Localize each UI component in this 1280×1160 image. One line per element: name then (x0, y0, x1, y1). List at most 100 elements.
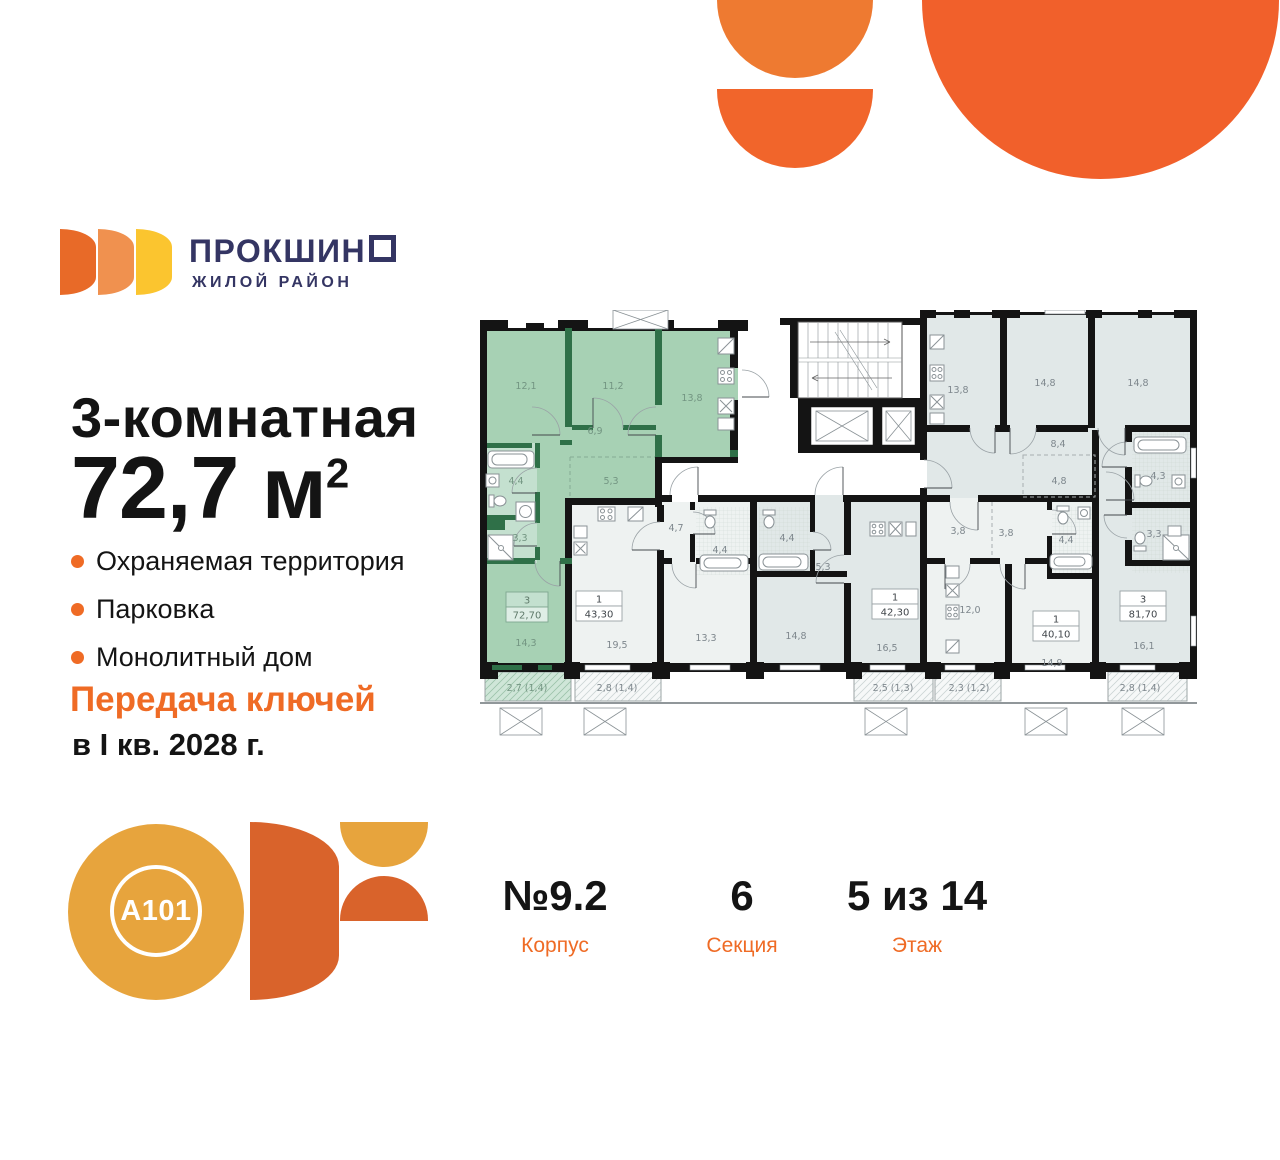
svg-text:3,3: 3,3 (512, 533, 527, 544)
svg-text:14,8: 14,8 (1034, 378, 1055, 389)
building-label: Корпус (521, 934, 589, 957)
svg-text:8,4: 8,4 (1050, 439, 1065, 450)
svg-text:13,8: 13,8 (681, 393, 702, 404)
toilet-icon (1056, 505, 1070, 525)
toilet-icon (1134, 474, 1153, 488)
apartment-rooms: 3 (524, 596, 530, 607)
apartment-area: 72,70 (513, 611, 542, 622)
brand-square-o-icon (369, 235, 397, 262)
kitchen-icons (869, 521, 917, 537)
offer-title: 3-комнатная (71, 386, 419, 449)
bullet-dot-icon (71, 651, 84, 664)
developer-logo-ring: A101 (110, 865, 202, 957)
room-labels: 12,1 11,2 13,8 6,9 5,3 4,4 3,3 14,3 2,7 … (507, 378, 1166, 694)
toilet-icon (1133, 531, 1147, 552)
brand-semicircle-2-icon (98, 229, 134, 295)
svg-text:4,4: 4,4 (779, 533, 794, 544)
building-value: №9.2 (502, 872, 608, 919)
svg-text:3,8: 3,8 (950, 526, 965, 537)
svg-text:2,8 (1,4): 2,8 (1,4) (1120, 683, 1161, 694)
floor-label: Этаж (891, 934, 943, 957)
toilet-icon (762, 509, 776, 529)
deco-semicircle-top-icon (717, 0, 873, 78)
balconies (484, 671, 1188, 702)
feature-item: Монолитный дом (71, 642, 404, 673)
svg-text:4,3: 4,3 (1150, 471, 1165, 482)
svg-text:2,8 (1,4): 2,8 (1,4) (597, 683, 638, 694)
handover-date: в I кв. 2028 г. (72, 727, 265, 762)
apartment-area: 42,30 (881, 608, 910, 619)
apartment-rooms: 1 (892, 593, 898, 604)
brand-semicircle-3-icon (136, 229, 172, 295)
feature-label: Монолитный дом (96, 642, 313, 672)
developer-small-amber-icon (340, 822, 428, 867)
stairs (797, 321, 903, 399)
apartment-tag: 3 81,70 (1119, 590, 1167, 622)
toilet-icon (703, 509, 717, 529)
svg-text:16,1: 16,1 (1133, 641, 1154, 652)
apartment-tag: 1 43,30 (575, 590, 623, 622)
svg-text:5,3: 5,3 (603, 476, 618, 487)
apartment-area: 81,70 (1129, 610, 1158, 621)
svg-text:3,3: 3,3 (1146, 529, 1161, 540)
brand-subtitle: ЖИЛОЙ РАЙОН (192, 274, 353, 291)
highlight-walls (487, 328, 738, 670)
offer-area: 72,7 м2 (71, 438, 349, 537)
svg-text:14,8: 14,8 (1127, 378, 1148, 389)
meta-section: 6 Секция (657, 872, 827, 958)
feature-list: Охраняемая территория Парковка Монолитны… (71, 546, 404, 690)
svg-text:2,5 (1,3): 2,5 (1,3) (873, 683, 914, 694)
bullet-dot-icon (71, 555, 84, 568)
svg-text:13,8: 13,8 (947, 385, 968, 396)
svg-text:4,7: 4,7 (668, 523, 683, 534)
handover-title: Передача ключей (70, 680, 376, 719)
fixtures (485, 334, 1190, 654)
dashed-zones (569, 454, 1096, 558)
toilet-icon (488, 494, 507, 508)
kitchen-icons (929, 334, 945, 425)
feature-label: Охраняемая территория (96, 546, 405, 576)
svg-text:14,3: 14,3 (515, 638, 536, 649)
brand-name: ПРОКШИН (189, 233, 397, 270)
svg-text:16,5: 16,5 (876, 643, 897, 654)
deco-big-circle-icon (922, 0, 1279, 179)
vent-boxes (499, 310, 1165, 736)
apartment-rooms: 1 (1053, 615, 1059, 626)
section-label: Секция (706, 934, 778, 957)
developer-small-orange-icon (340, 876, 428, 921)
doors (511, 369, 1135, 590)
svg-text:4,8: 4,8 (1051, 476, 1066, 487)
svg-text:3,8: 3,8 (998, 528, 1013, 539)
feature-item: Охраняемая территория (71, 546, 404, 577)
windows (584, 447, 1197, 671)
offer-area-sup: 2 (325, 449, 349, 497)
svg-text:14,8: 14,8 (785, 631, 806, 642)
svg-text:4,4: 4,4 (1058, 535, 1073, 546)
apartment-area: 43,30 (585, 610, 614, 621)
section-value: 6 (730, 872, 754, 919)
kitchen-icons (945, 565, 960, 654)
floor-value: 5 из 14 (846, 872, 988, 919)
meta-building: №9.2 Корпус (470, 872, 640, 958)
svg-text:6,9: 6,9 (587, 426, 602, 437)
apartment-tag-highlight: 3 72,70 (505, 591, 549, 623)
svg-text:12,1: 12,1 (515, 381, 536, 392)
svg-text:11,2: 11,2 (602, 381, 623, 392)
apartment-area: 40,10 (1042, 630, 1071, 641)
svg-text:13,3: 13,3 (695, 633, 716, 644)
brand-semicircle-1-icon (60, 229, 96, 295)
svg-text:19,5: 19,5 (606, 640, 627, 651)
kitchen-icons (573, 506, 644, 556)
developer-half-disc-icon (250, 822, 339, 1000)
apartment-tag: 1 40,10 (1032, 610, 1080, 642)
feature-label: Парковка (96, 594, 215, 624)
svg-text:2,7 (1,4): 2,7 (1,4) (507, 683, 548, 694)
meta-floor: 5 из 14 Этаж (832, 872, 1002, 958)
svg-text:4,4: 4,4 (712, 545, 727, 556)
elevators (808, 404, 918, 448)
svg-text:5,3: 5,3 (815, 562, 830, 573)
deco-semicircle-bottom-icon (717, 89, 873, 168)
svg-text:14,9: 14,9 (1041, 658, 1062, 669)
floor-plan: 3 72,70 1 43,30 1 42,30 1 40,10 3 81,70 (480, 310, 1197, 736)
svg-text:4,4: 4,4 (508, 476, 523, 487)
